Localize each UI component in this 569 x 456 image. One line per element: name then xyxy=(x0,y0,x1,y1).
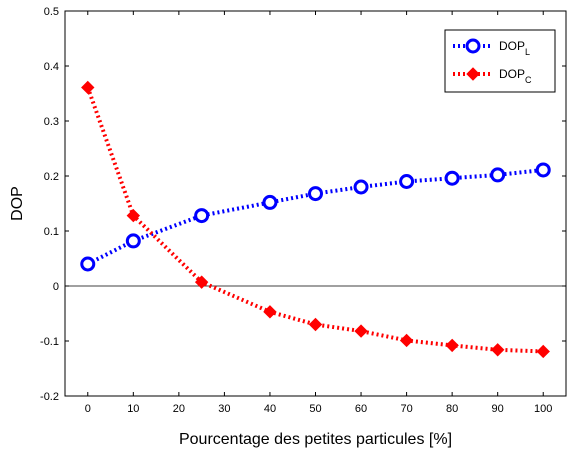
x-tick-label: 90 xyxy=(492,403,504,415)
y-tick-label: 0.1 xyxy=(44,226,59,238)
x-tick-label: 40 xyxy=(264,403,276,415)
x-tick-label: 20 xyxy=(173,403,185,415)
data-point xyxy=(444,170,460,186)
x-tick-label: 10 xyxy=(127,403,139,415)
x-tick-label: 50 xyxy=(309,403,321,415)
data-point xyxy=(445,338,459,353)
data-point xyxy=(536,344,550,359)
data-point xyxy=(490,343,505,357)
legend-marker xyxy=(466,67,480,81)
data-point xyxy=(353,179,369,195)
y-axis-ticks: -0.2 -0.1 0 0.1 0.2 0.3 0.4 0.5 xyxy=(40,6,566,403)
data-point xyxy=(263,305,277,319)
x-tick-label: 30 xyxy=(218,403,230,415)
series-line xyxy=(86,167,544,266)
x-tick-label: 70 xyxy=(400,403,412,415)
data-point xyxy=(126,208,141,223)
data-point xyxy=(535,162,551,178)
y-tick-label: -0.1 xyxy=(40,336,59,348)
data-point xyxy=(125,233,141,249)
legend-entry: DOPL xyxy=(453,38,530,57)
y-tick-label: 0.3 xyxy=(44,116,59,128)
y-tick-label: 0.5 xyxy=(44,6,59,18)
data-point xyxy=(81,80,95,95)
legend-entry: DOPC xyxy=(453,67,532,85)
data-point xyxy=(80,256,96,272)
legend-label: DOPL xyxy=(499,39,530,57)
legend-box xyxy=(444,29,556,93)
data-point xyxy=(490,167,506,183)
data-point xyxy=(354,324,368,338)
data-point xyxy=(262,194,278,210)
x-tick-label: 100 xyxy=(534,403,552,415)
data-point xyxy=(399,174,415,189)
data-point xyxy=(399,333,414,348)
x-tick-label: 60 xyxy=(355,403,367,415)
y-tick-label: 0 xyxy=(53,281,59,293)
legend: DOPL DOPC xyxy=(444,29,556,93)
x-axis-ticks: 0 10 20 30 40 50 60 70 80 90 100 xyxy=(85,11,552,415)
series-layer xyxy=(80,80,551,359)
series-line xyxy=(85,86,544,354)
data-point xyxy=(308,186,323,202)
y-tick-label: 0.4 xyxy=(44,61,59,73)
data-point xyxy=(194,275,209,289)
y-tick-label: -0.2 xyxy=(40,391,59,403)
y-axis-title: DOP xyxy=(9,186,26,221)
y-tick-label: 0.2 xyxy=(44,171,59,183)
legend-marker xyxy=(465,38,481,54)
series-L xyxy=(80,162,551,272)
x-tick-label: 80 xyxy=(446,403,458,415)
data-point xyxy=(194,208,210,224)
data-point xyxy=(308,317,323,332)
series-C xyxy=(81,80,550,359)
x-tick-label: 0 xyxy=(85,403,91,415)
x-axis-title: Pourcentage des petites particules [%] xyxy=(179,431,452,448)
legend-label: DOPC xyxy=(499,67,532,85)
